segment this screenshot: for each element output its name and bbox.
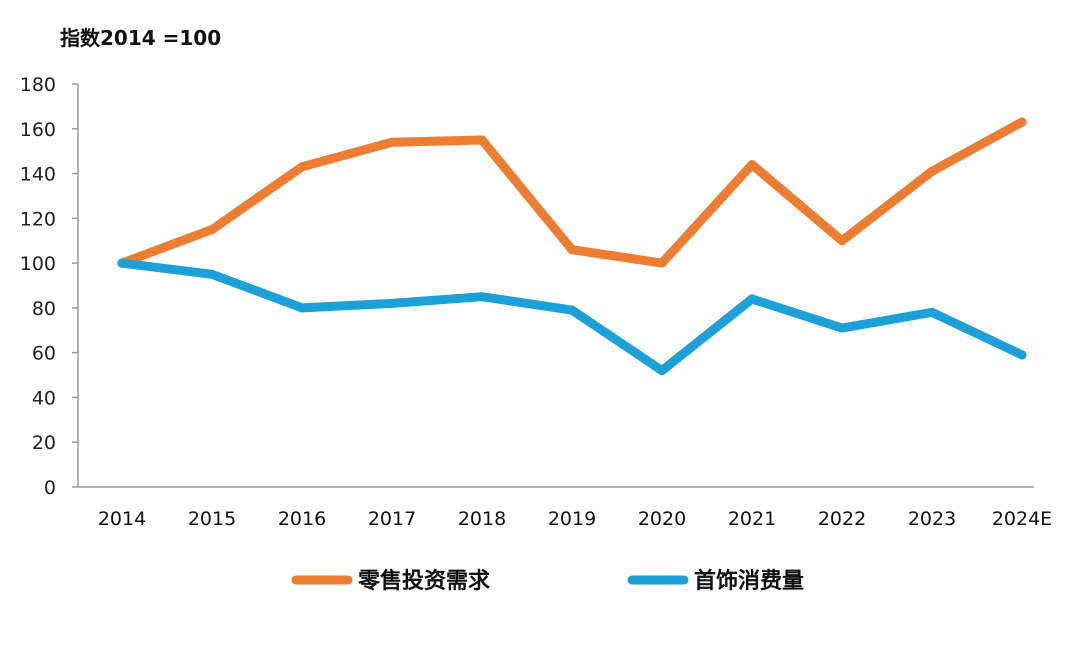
legend-label-1: 零售投资需求: [357, 568, 490, 594]
axes: 0 20 40 60 80 100 120 140 160 180 2014 2015 2016 2017…: [20, 74, 1052, 530]
y-tick-label: 100: [20, 253, 56, 275]
x-tick-label: 2017: [368, 508, 416, 530]
data-point: [477, 135, 487, 145]
data-point: [1017, 117, 1027, 127]
data-point: [207, 225, 217, 235]
y-tick-label: 120: [20, 208, 56, 230]
legend-label-2: 首饰消费量: [694, 568, 804, 594]
legend: 零售投资需求 首饰消费量: [291, 568, 804, 594]
x-tick-label: 2015: [188, 508, 236, 530]
x-tick-label: 2022: [818, 508, 866, 530]
unit-label: 指数2014 =100: [60, 26, 222, 50]
y-tick-label: 40: [32, 387, 56, 409]
x-tick-label: 2019: [548, 508, 596, 530]
data-point: [927, 166, 937, 176]
data-point: [297, 162, 307, 172]
data-point: [207, 269, 217, 279]
x-tick-label: 2020: [638, 508, 686, 530]
x-tick-label: 2021: [728, 508, 776, 530]
data-point: [747, 294, 757, 304]
data-point: [657, 258, 667, 268]
y-tick-label: 160: [20, 119, 56, 141]
series-layer: [117, 117, 1027, 376]
series-line-1: [117, 117, 1027, 268]
x-tick-label: 2018: [458, 508, 506, 530]
data-point: [567, 245, 577, 255]
y-tick-label: 80: [32, 298, 56, 320]
data-point: [927, 307, 937, 317]
y-tick-label: 140: [20, 164, 56, 186]
data-point: [477, 292, 487, 302]
y-tick-label: 60: [32, 343, 56, 365]
series-line-2: [117, 258, 1027, 376]
y-tick-label: 180: [20, 74, 56, 96]
data-point: [747, 160, 757, 170]
data-point: [837, 236, 847, 246]
x-tick-label: 2014: [98, 508, 146, 530]
x-tick-label: 2016: [278, 508, 326, 530]
data-point: [387, 298, 397, 308]
data-point: [297, 303, 307, 313]
data-point: [657, 366, 667, 376]
data-point: [1017, 350, 1027, 360]
x-tick-label: 2023: [908, 508, 956, 530]
y-tick-label: 20: [32, 432, 56, 454]
data-point: [567, 305, 577, 315]
data-point: [837, 323, 847, 333]
data-point: [387, 137, 397, 147]
data-point: [117, 258, 127, 268]
x-tick-label: 2024E: [992, 508, 1052, 530]
y-tick-label: 0: [44, 477, 56, 499]
